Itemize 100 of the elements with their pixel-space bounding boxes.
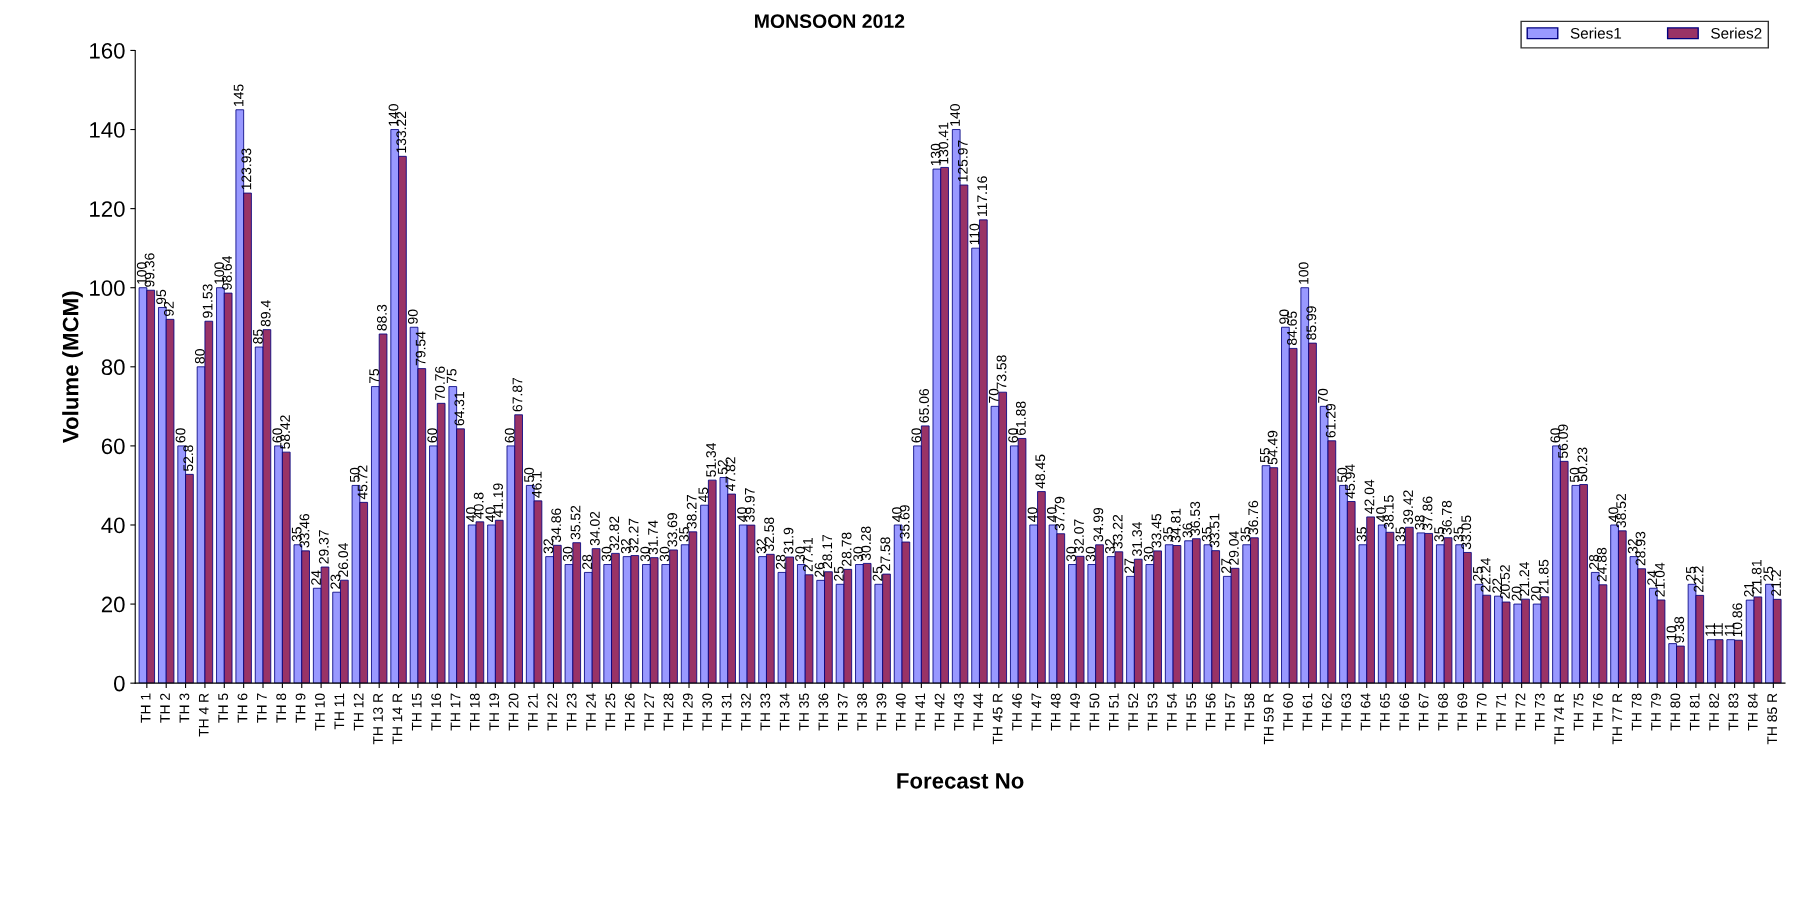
data-label: 90 <box>1279 309 1290 324</box>
data-label: 79.54 <box>415 331 426 366</box>
x-tick-label: TH 25 <box>605 693 616 731</box>
data-label: 30 <box>640 546 651 562</box>
x-tick-label: TH 64 <box>1360 693 1371 731</box>
data-label: 67.87 <box>512 377 523 412</box>
data-label: 33.45 <box>1151 513 1162 548</box>
x-tick-label: TH 49 <box>1070 693 1081 731</box>
x-tick-label: TH 81 <box>1689 693 1700 731</box>
data-label: 60 <box>1550 428 1561 443</box>
x-tick-label: TH 47 <box>1031 693 1042 731</box>
x-tick-label: TH 21 <box>528 693 538 731</box>
x-tick-label: TH 84 <box>1747 693 1758 731</box>
x-tick-label: TH 45 R <box>992 693 1003 745</box>
data-label: 73.58 <box>996 355 1007 389</box>
data-label: 25 <box>833 566 844 581</box>
data-label: 50 <box>1337 467 1348 483</box>
data-label: 39.97 <box>744 488 755 522</box>
data-label: 31.9 <box>783 527 794 554</box>
y-tick-label: 100 <box>90 280 125 296</box>
x-tick-label: TH 85 R <box>1767 693 1778 745</box>
x-tick-label: TH 74 R <box>1554 693 1564 745</box>
data-label: 30.28 <box>861 526 871 561</box>
x-tick-label: TH 42 <box>934 693 945 731</box>
data-label: 28.78 <box>841 532 852 566</box>
x-tick-label: TH 11 <box>334 693 345 730</box>
x-tick-label: TH 54 <box>1167 693 1177 731</box>
y-tick-label: 0 <box>114 675 125 692</box>
x-tick-label: TH 79 <box>1651 693 1661 731</box>
x-tick-label: TH 62 <box>1321 693 1332 731</box>
y-tick-label: 160 <box>90 42 125 59</box>
data-label: 91.53 <box>202 284 213 318</box>
x-tick-label: TH 56 <box>1205 693 1216 731</box>
x-tick-label: TH 50 <box>1089 693 1100 731</box>
data-label: 30 <box>1143 546 1154 562</box>
x-tick-label: TH 2 <box>160 693 170 723</box>
x-tick-label: TH 72 <box>1515 693 1526 731</box>
data-label: 39.42 <box>1403 490 1414 524</box>
x-tick-label: TH 22 <box>547 693 558 731</box>
data-label: 70 <box>1318 388 1328 403</box>
data-label: 117.16 <box>977 176 988 217</box>
data-label: 52.8 <box>183 445 194 472</box>
data-label: 20.52 <box>1500 565 1510 599</box>
x-tick-label: TH 80 <box>1670 693 1681 731</box>
x-tick-label: TH 35 <box>799 693 809 731</box>
data-label: 40 <box>1027 507 1038 522</box>
data-label: 34.02 <box>589 511 600 546</box>
y-tick-label: 20 <box>101 596 125 613</box>
x-tick-label: TH 17 <box>450 693 461 731</box>
x-tick-label: TH 60 <box>1283 693 1293 731</box>
x-tick-label: TH 31 <box>721 693 732 731</box>
data-label: 88.3 <box>376 304 387 331</box>
y-tick-label: 60 <box>101 438 125 455</box>
x-tick-label: TH 12 <box>353 693 364 731</box>
x-tick-label: TH 46 <box>1012 693 1022 731</box>
x-tick-label: TH 26 <box>624 693 635 731</box>
x-tick-label: TH 76 <box>1592 693 1603 731</box>
data-label: 85 <box>253 329 263 344</box>
data-label: 110 <box>969 223 980 245</box>
x-tick-label: TH 29 <box>682 693 693 731</box>
data-label: 30 <box>853 546 864 562</box>
data-label: 24 <box>1647 570 1657 585</box>
data-label: 40 <box>737 507 747 522</box>
data-label: 140 <box>950 104 960 126</box>
data-label: 70 <box>988 388 999 403</box>
x-tick-label: TH 59 R <box>1263 693 1274 745</box>
data-label: 70.76 <box>435 366 445 400</box>
data-label: 125.97 <box>957 140 968 182</box>
data-label: 61.29 <box>1325 403 1336 438</box>
x-tick-label: TH 9 <box>295 693 306 723</box>
data-label: 28 <box>775 554 786 569</box>
data-label: 56.09 <box>1558 424 1568 459</box>
data-label: 89.4 <box>260 300 271 327</box>
data-label: 48.45 <box>1035 454 1046 489</box>
x-tick-label: TH 75 <box>1573 693 1584 731</box>
x-tick-label: TH 38 <box>857 693 868 731</box>
data-label: 60 <box>504 428 515 443</box>
data-label: 45 <box>698 487 709 503</box>
x-tick-label: TH 10 <box>315 693 325 731</box>
x-tick-label: TH 44 <box>973 693 984 731</box>
data-label: 24 <box>311 570 321 585</box>
x-tick-label: TH 51 <box>1109 693 1119 731</box>
x-tick-label: TH 6 <box>237 693 248 723</box>
data-label: 35 <box>1163 527 1173 542</box>
x-tick-label: TH 40 <box>895 693 906 731</box>
data-label: 90 <box>407 309 418 324</box>
x-tick-label: TH 13 R <box>373 693 383 745</box>
data-label: 31.74 <box>648 520 658 555</box>
x-tick-label: TH 7 <box>257 693 267 723</box>
x-axis-title: Forecast No <box>897 773 1024 789</box>
x-tick-label: TH 33 <box>760 693 771 731</box>
data-label: 34.81 <box>1170 508 1181 543</box>
data-label: 30 <box>562 546 573 562</box>
data-label: 65.06 <box>919 388 929 423</box>
data-label: 25 <box>1763 566 1774 581</box>
data-label: 27 <box>1124 558 1135 573</box>
y-tick-label: 140 <box>90 122 125 138</box>
x-tick-label: TH 1 <box>140 693 151 723</box>
x-tick-label: TH 37 <box>837 693 848 731</box>
data-label: 35 <box>1395 527 1406 542</box>
